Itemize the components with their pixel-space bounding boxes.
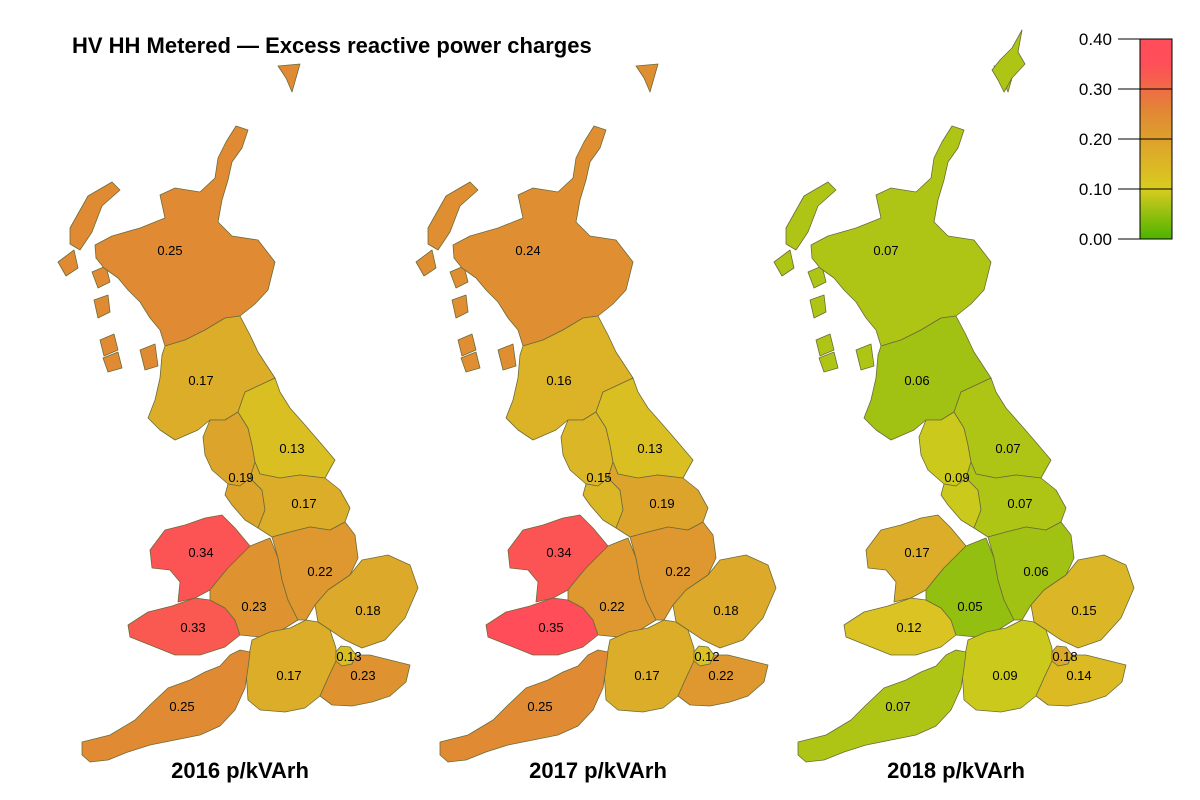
- region-15: [81, 649, 251, 763]
- legend-tick-label: 0.00: [1079, 230, 1112, 249]
- hebrides-island-5: [818, 351, 839, 373]
- region-15: [439, 649, 609, 763]
- region-value-label: 0.23: [350, 668, 375, 683]
- region-value-label: 0.07: [1007, 496, 1032, 511]
- region-value-label: 0.07: [873, 243, 898, 258]
- region-value-label: 0.07: [995, 441, 1020, 456]
- hebrides-island-6: [139, 343, 159, 371]
- hebrides-island-8: [773, 249, 795, 277]
- region-value-label: 0.13: [637, 441, 662, 456]
- orkney-islands: [277, 63, 301, 93]
- hebrides-island-6: [855, 343, 875, 371]
- region-11: [672, 554, 777, 649]
- hebrides-island-3: [451, 294, 469, 319]
- region-1: [810, 125, 992, 347]
- region-value-label: 0.18: [713, 603, 738, 618]
- region-value-label: 0.05: [957, 599, 982, 614]
- region-value-label: 0.18: [355, 603, 380, 618]
- region-value-label: 0.13: [336, 649, 361, 664]
- region-value-label: 0.12: [694, 649, 719, 664]
- region-value-label: 0.17: [188, 373, 213, 388]
- map-caption: 2018 p/kVArh: [887, 758, 1025, 783]
- orkney-islands: [635, 63, 659, 93]
- hebrides-island-7: [785, 181, 837, 251]
- map-2: 0.24 0.16 0.15 0.13 0.19 0.34 0.35 0.22 0.22 0.18…: [415, 63, 777, 783]
- region-15: [797, 649, 967, 763]
- region-value-label: 0.34: [546, 545, 571, 560]
- figure-title: HV HH Metered — Excess reactive power ch…: [72, 33, 592, 58]
- region-11: [1030, 554, 1135, 649]
- region-value-label: 0.13: [279, 441, 304, 456]
- region-value-label: 0.25: [169, 699, 194, 714]
- region-value-label: 0.22: [307, 564, 332, 579]
- color-legend: 0.00 0.10 0.20 0.30 0.40: [1079, 30, 1173, 249]
- region-1: [94, 125, 276, 347]
- hebrides-island-3: [809, 294, 827, 319]
- region-14: [677, 654, 769, 707]
- hebrides-island-6: [497, 343, 517, 371]
- hebrides-island-2: [807, 265, 827, 289]
- region-value-label: 0.33: [180, 620, 205, 635]
- region-value-label: 0.24: [515, 243, 540, 258]
- region-value-label: 0.34: [188, 545, 213, 560]
- region-11: [314, 554, 419, 649]
- region-1: [452, 125, 634, 347]
- region-value-label: 0.16: [546, 373, 571, 388]
- region-value-label: 0.22: [599, 599, 624, 614]
- legend-tick-label: 0.40: [1079, 30, 1112, 49]
- region-value-label: 0.14: [1066, 668, 1091, 683]
- hebrides-island-5: [102, 351, 123, 373]
- region-value-label: 0.35: [538, 620, 563, 635]
- region-14: [1035, 654, 1127, 707]
- region-value-label: 0.25: [157, 243, 182, 258]
- map-caption: 2017 p/kVArh: [529, 758, 667, 783]
- region-value-label: 0.19: [228, 470, 253, 485]
- hebrides-island-7: [69, 181, 121, 251]
- hebrides-island-2: [449, 265, 469, 289]
- legend-tick-label: 0.10: [1079, 180, 1112, 199]
- hebrides-island-7: [427, 181, 479, 251]
- choropleth-maps: 0.25 0.17 0.13 0.19 0.17 0.34 0.33 0.23 0.22 0.18…: [57, 29, 1135, 783]
- region-value-label: 0.22: [665, 564, 690, 579]
- hebrides-island-8: [57, 249, 79, 277]
- region-value-label: 0.25: [527, 699, 552, 714]
- region-value-label: 0.12: [896, 620, 921, 635]
- hebrides-island-8: [415, 249, 437, 277]
- region-value-label: 0.17: [291, 496, 316, 511]
- hebrides-island-4: [457, 333, 477, 357]
- hebrides-island-5: [460, 351, 481, 373]
- region-value-label: 0.09: [944, 470, 969, 485]
- region-value-label: 0.17: [904, 545, 929, 560]
- shetland-islands: [991, 29, 1026, 93]
- region-value-label: 0.17: [634, 668, 659, 683]
- region-value-label: 0.15: [586, 470, 611, 485]
- hebrides-island-4: [815, 333, 835, 357]
- region-value-label: 0.06: [904, 373, 929, 388]
- legend-tick-label: 0.20: [1079, 130, 1112, 149]
- region-value-label: 0.15: [1071, 603, 1096, 618]
- region-value-label: 0.19: [649, 496, 674, 511]
- hebrides-island-4: [99, 333, 119, 357]
- map-3: 0.07 0.06 0.09 0.07 0.07 0.17 0.12 0.05 0.06 0.15…: [773, 63, 1135, 783]
- region-value-label: 0.23: [241, 599, 266, 614]
- legend-tick-label: 0.30: [1079, 80, 1112, 99]
- map-caption: 2016 p/kVArh: [171, 758, 309, 783]
- region-value-label: 0.07: [885, 699, 910, 714]
- map-1: 0.25 0.17 0.13 0.19 0.17 0.34 0.33 0.23 0.22 0.18…: [57, 63, 419, 783]
- region-value-label: 0.09: [992, 668, 1017, 683]
- region-14: [319, 654, 411, 707]
- region-value-label: 0.18: [1052, 649, 1077, 664]
- region-value-label: 0.06: [1023, 564, 1048, 579]
- region-value-label: 0.17: [276, 668, 301, 683]
- hebrides-island-3: [93, 294, 111, 319]
- region-value-label: 0.22: [708, 668, 733, 683]
- hebrides-island-2: [91, 265, 111, 289]
